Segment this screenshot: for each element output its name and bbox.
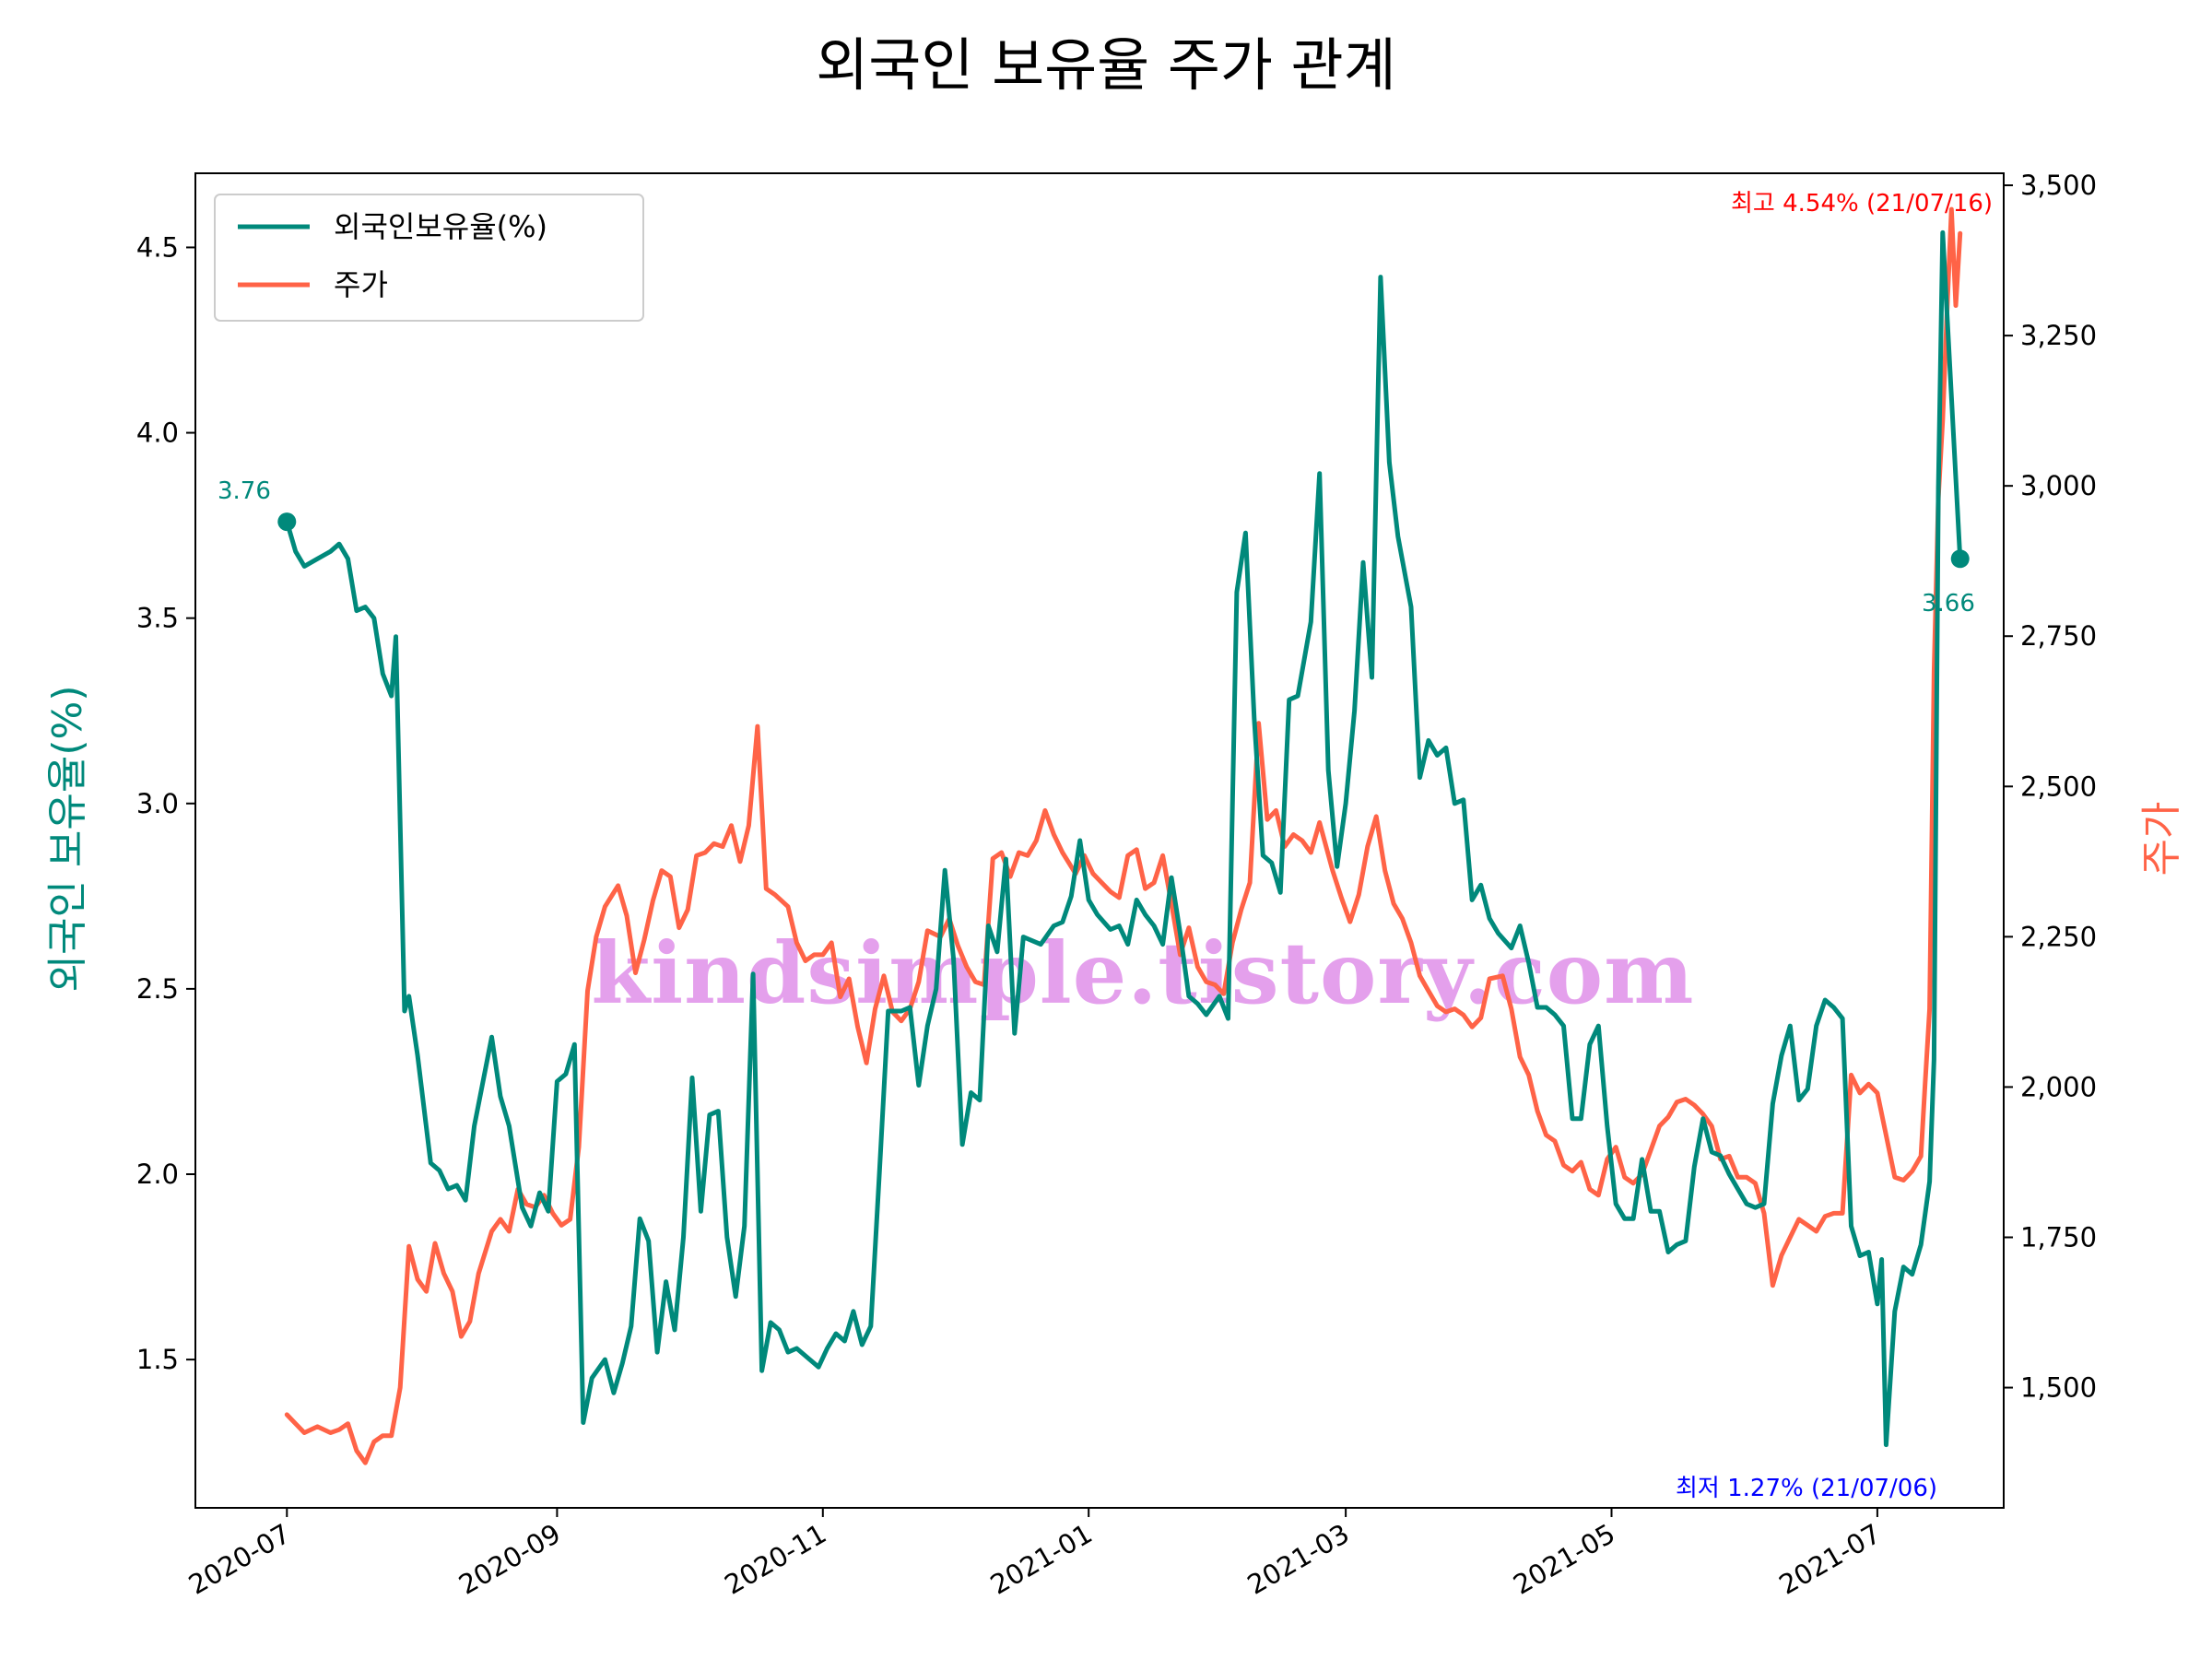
left-tick-label: 2.5 <box>136 973 179 1005</box>
right-tick-label: 2,000 <box>2020 1071 2097 1102</box>
legend-box <box>214 194 644 322</box>
x-tick-label: 2021-01 <box>985 1518 1098 1601</box>
start-value-label: 3.76 <box>218 477 271 505</box>
chart-title: 외국인 보유율 주가 관계 <box>816 31 1396 99</box>
end-value-label: 3.66 <box>1922 590 1975 618</box>
right-tick-label: 3,500 <box>2020 170 2097 201</box>
left-tick-label: 2.0 <box>136 1159 179 1190</box>
min-annotation: 최저 1.27% (21/07/06) <box>1676 1475 1937 1502</box>
left-tick-label: 1.5 <box>136 1344 179 1375</box>
annotations: 3.76 3.66 최고 4.54% (21/07/16) 최저 1.27% (… <box>218 190 1993 1502</box>
x-tick-label: 2020-09 <box>453 1518 566 1601</box>
left-tick-label: 3.5 <box>136 603 179 634</box>
x-tick-label: 2021-03 <box>1242 1518 1355 1601</box>
right-tick-label: 1,750 <box>2020 1221 2097 1253</box>
left-tick-label: 3.0 <box>136 788 179 819</box>
legend: 외국인보유율(%) 주가 <box>214 194 644 322</box>
x-tick-label: 2020-11 <box>719 1518 831 1601</box>
right-tick-label: 3,000 <box>2020 470 2097 501</box>
right-axis-title: 주가 <box>2138 802 2185 877</box>
right-tick-label: 2,500 <box>2020 771 2097 802</box>
left-tick-label: 4.0 <box>136 418 179 449</box>
right-tick-label: 2,750 <box>2020 620 2097 652</box>
x-tick-label: 2020-07 <box>183 1518 296 1601</box>
left-axis-title: 외국인 보유율(%) <box>44 685 91 992</box>
right-tick-label: 3,250 <box>2020 320 2097 351</box>
right-tick-label: 1,500 <box>2020 1372 2097 1404</box>
legend-label-holding: 외국인보유율(%) <box>334 209 547 244</box>
x-tick-label: 2021-07 <box>1773 1518 1886 1601</box>
right-y-axis: 1,500 1,750 2,000 2,250 2,500 2,750 3,000 3,250… <box>2004 170 2097 1404</box>
start-marker <box>277 512 297 532</box>
x-axis: 2020-07 2020-09 2020-11 2021-01 2021-03 2021-… <box>183 1508 1886 1601</box>
left-tick-label: 4.5 <box>136 231 179 263</box>
max-annotation: 최고 4.54% (21/07/16) <box>1731 190 1993 218</box>
right-tick-label: 2,250 <box>2020 921 2097 952</box>
series-line-price <box>284 206 1963 1465</box>
plot-area <box>277 206 1970 1465</box>
legend-label-price: 주가 <box>334 267 388 302</box>
x-tick-label: 2021-05 <box>1508 1518 1620 1601</box>
end-marker <box>1950 549 1970 569</box>
series-line-holding <box>284 229 1963 1448</box>
left-y-axis: 1.5 2.0 2.5 3.0 3.5 4.0 4.5 <box>136 231 195 1375</box>
plot-frame <box>194 172 2005 1509</box>
